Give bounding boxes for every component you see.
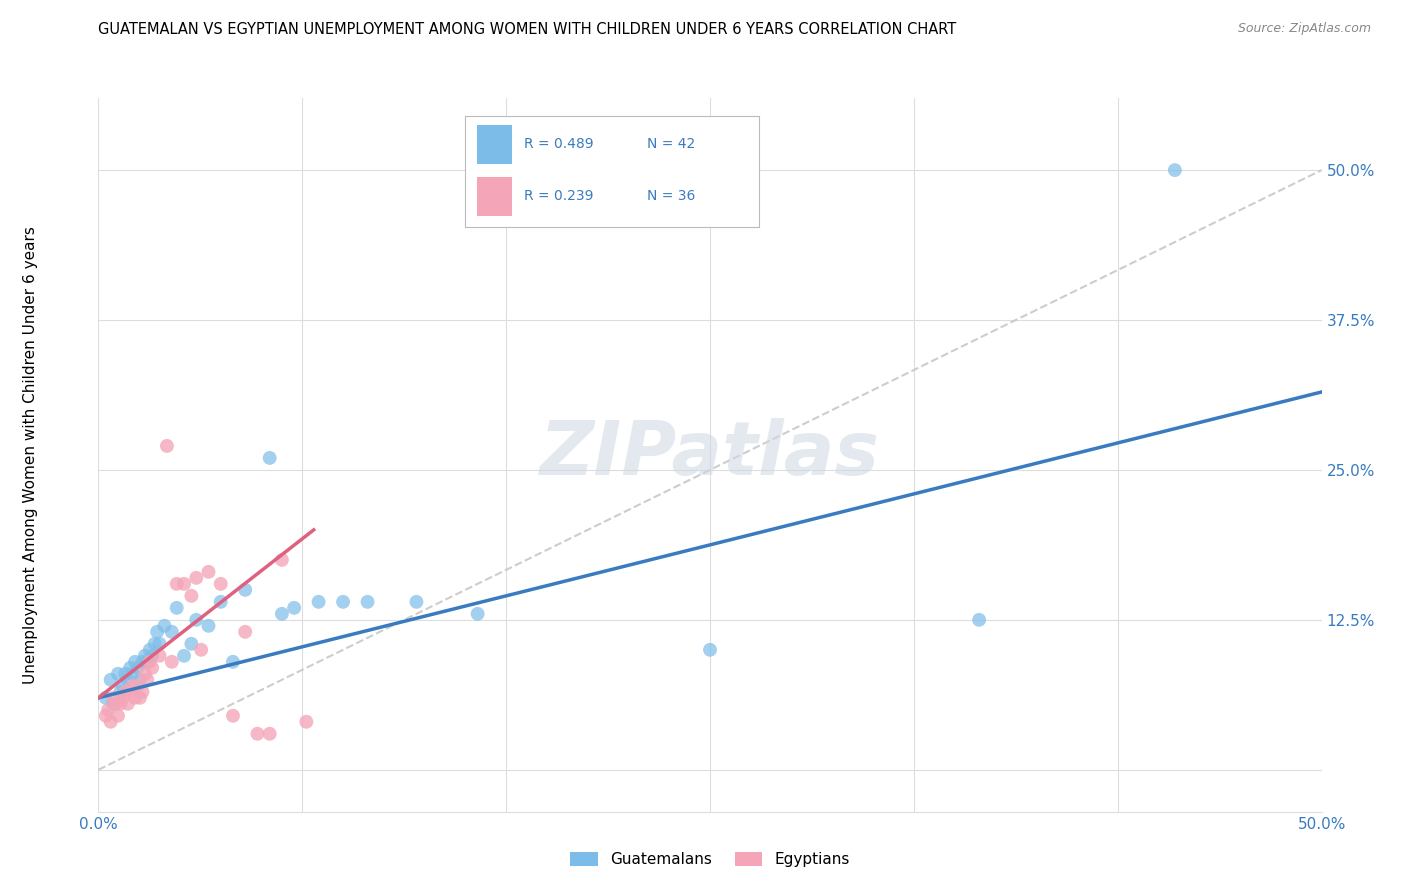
- Point: [107, 708, 129, 723]
- Point: [139, 655, 162, 669]
- Legend: Guatemalans, Egyptians: Guatemalans, Egyptians: [565, 847, 855, 871]
- Point: [94, 690, 117, 705]
- Point: [114, 666, 136, 681]
- Point: [124, 655, 146, 669]
- Point: [117, 697, 139, 711]
- Point: [197, 565, 219, 579]
- Point: [295, 714, 318, 729]
- Point: [131, 655, 153, 669]
- Point: [180, 637, 202, 651]
- Point: [153, 619, 176, 633]
- Point: [117, 673, 139, 687]
- Point: [110, 685, 132, 699]
- Point: [308, 595, 330, 609]
- Point: [111, 679, 134, 693]
- Point: [156, 439, 179, 453]
- Point: [1164, 163, 1187, 178]
- Point: [104, 697, 127, 711]
- Point: [107, 666, 129, 681]
- Point: [131, 685, 153, 699]
- Point: [283, 600, 305, 615]
- Text: GUATEMALAN VS EGYPTIAN UNEMPLOYMENT AMONG WOMEN WITH CHILDREN UNDER 6 YEARS CORR: GUATEMALAN VS EGYPTIAN UNEMPLOYMENT AMON…: [98, 22, 956, 37]
- Point: [166, 577, 188, 591]
- Text: Source: ZipAtlas.com: Source: ZipAtlas.com: [1237, 22, 1371, 36]
- Point: [111, 690, 134, 705]
- Point: [101, 690, 124, 705]
- Point: [120, 685, 142, 699]
- Text: ZIPatlas: ZIPatlas: [540, 418, 880, 491]
- Point: [94, 708, 117, 723]
- Point: [186, 571, 208, 585]
- Point: [124, 690, 146, 705]
- Point: [146, 624, 169, 639]
- Point: [121, 666, 143, 681]
- Point: [209, 595, 232, 609]
- Point: [246, 727, 269, 741]
- Point: [121, 679, 143, 693]
- Point: [114, 685, 136, 699]
- Point: [100, 714, 122, 729]
- Point: [160, 655, 183, 669]
- Point: [127, 661, 149, 675]
- Point: [110, 697, 132, 711]
- Point: [967, 613, 990, 627]
- Point: [127, 679, 149, 693]
- Point: [222, 655, 245, 669]
- Point: [259, 727, 281, 741]
- Point: [134, 666, 156, 681]
- Point: [173, 577, 195, 591]
- Point: [166, 600, 188, 615]
- Point: [173, 648, 195, 663]
- Point: [120, 661, 142, 675]
- Point: [270, 553, 294, 567]
- Point: [209, 577, 232, 591]
- Point: [149, 637, 172, 651]
- Point: [467, 607, 489, 621]
- Point: [270, 607, 294, 621]
- Point: [332, 595, 354, 609]
- Point: [97, 703, 120, 717]
- Point: [180, 589, 202, 603]
- Point: [139, 642, 162, 657]
- Point: [699, 642, 721, 657]
- Point: [190, 642, 212, 657]
- Point: [259, 450, 281, 465]
- Point: [222, 708, 245, 723]
- Point: [233, 582, 256, 597]
- Point: [356, 595, 378, 609]
- Point: [134, 648, 156, 663]
- Point: [186, 613, 208, 627]
- Point: [141, 661, 163, 675]
- Point: [101, 697, 124, 711]
- Point: [160, 624, 183, 639]
- Point: [136, 655, 159, 669]
- Point: [149, 648, 172, 663]
- Point: [136, 673, 159, 687]
- Point: [129, 673, 152, 687]
- Point: [233, 624, 256, 639]
- Point: [405, 595, 427, 609]
- Point: [141, 648, 163, 663]
- Point: [129, 690, 152, 705]
- Point: [143, 637, 166, 651]
- Point: [100, 673, 122, 687]
- Text: Unemployment Among Women with Children Under 6 years: Unemployment Among Women with Children U…: [24, 226, 38, 684]
- Point: [197, 619, 219, 633]
